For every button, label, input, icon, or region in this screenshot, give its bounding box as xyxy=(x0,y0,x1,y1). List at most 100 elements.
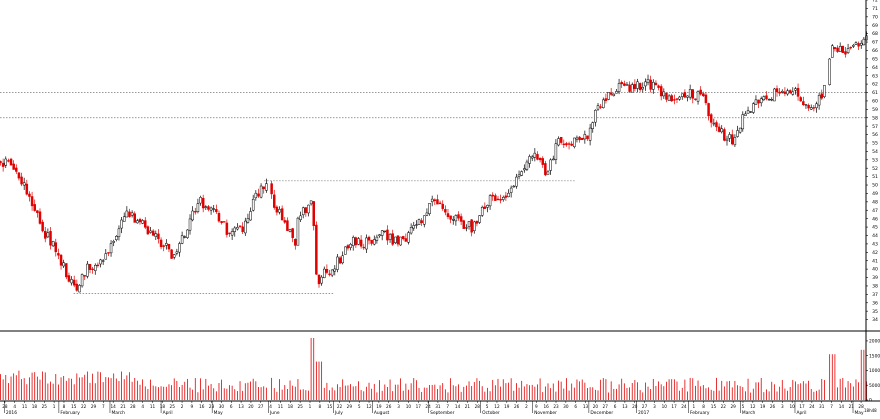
candle-body-down xyxy=(673,99,676,101)
price-tick-label: 66 xyxy=(872,48,878,54)
candle-body-up xyxy=(180,235,184,244)
candle-body-up xyxy=(130,212,134,216)
candle-body-down xyxy=(0,161,2,164)
candle-body-down xyxy=(757,99,760,104)
candle-body-up xyxy=(602,99,605,108)
candle-body-up xyxy=(172,254,176,258)
candle-body-up xyxy=(646,78,650,83)
candle-body-down xyxy=(280,208,284,221)
candle-body-up xyxy=(754,99,758,105)
day-tick-label: 24 xyxy=(425,404,431,409)
candle-body-up xyxy=(546,171,550,175)
day-tick-label: 11 xyxy=(150,404,156,409)
candle-body-down xyxy=(494,195,497,201)
candle-body-down xyxy=(49,231,52,246)
candle-body-up xyxy=(409,227,413,234)
candle-body-up xyxy=(188,218,192,231)
candle-body-up xyxy=(854,42,858,45)
candle-body-up xyxy=(428,203,431,215)
candle-body-down xyxy=(709,114,713,123)
candle-body-down xyxy=(167,243,171,250)
candle-body-up xyxy=(196,203,200,212)
day-tick-label: 5 xyxy=(358,404,361,409)
candle-body-down xyxy=(65,263,68,278)
candle-body-up xyxy=(738,127,742,133)
candle-body-up xyxy=(615,91,618,94)
candle-body-up xyxy=(641,87,645,90)
candle-body-down xyxy=(75,283,79,291)
day-tick-label: 6 xyxy=(614,404,617,409)
day-tick-label: 4 xyxy=(141,404,144,409)
day-tick-label: 2 xyxy=(525,404,528,409)
day-tick-label: 1 xyxy=(309,404,312,409)
candle-body-up xyxy=(288,229,292,232)
candle-body-down xyxy=(43,230,47,239)
candle-body-down xyxy=(807,105,810,109)
candle-body-down xyxy=(446,213,450,218)
candle-body-up xyxy=(136,220,139,224)
day-tick-label: 30 xyxy=(219,404,225,409)
candle-body-up xyxy=(557,138,560,146)
candle-body-up xyxy=(667,95,671,101)
candle-body-up xyxy=(662,91,666,97)
price-tick-label: 46 xyxy=(872,216,878,222)
candle-body-down xyxy=(96,264,100,267)
candle-body-down xyxy=(496,198,500,201)
candle-body-down xyxy=(544,163,547,176)
day-tick-label: 11 xyxy=(22,404,28,409)
candle-body-up xyxy=(246,218,250,223)
candle-body-up xyxy=(265,183,268,191)
price-tick-label: 72 xyxy=(872,0,878,4)
candle-body-down xyxy=(354,237,358,246)
candle-body-down xyxy=(25,183,29,195)
candle-body-down xyxy=(783,91,787,94)
candle-body-down xyxy=(683,92,687,98)
price-tick-label: 43 xyxy=(872,241,878,247)
day-tick-label: 7 xyxy=(102,404,105,409)
candle-body-down xyxy=(67,275,71,282)
price-tick-label: 55 xyxy=(872,141,878,147)
candle-body-down xyxy=(72,279,76,286)
candle-body-up xyxy=(373,239,376,245)
candle-body-down xyxy=(359,239,363,247)
candle-body-down xyxy=(144,220,147,228)
candle-body-up xyxy=(736,130,739,137)
day-tick-label: 21 xyxy=(849,404,855,409)
candle-body-down xyxy=(370,239,373,244)
candle-body-down xyxy=(88,263,92,270)
month-label: July xyxy=(334,410,343,415)
candle-body-down xyxy=(820,93,824,99)
day-tick-label: 18 xyxy=(32,404,38,409)
candle-body-up xyxy=(236,227,239,230)
month-label: March xyxy=(111,410,125,415)
candle-body-down xyxy=(12,163,15,170)
day-tick-label: 26 xyxy=(386,404,392,409)
day-tick-label: 14 xyxy=(455,404,461,409)
candle-body-up xyxy=(794,88,797,91)
day-tick-label: 25 xyxy=(297,404,303,409)
candle-body-up xyxy=(686,95,689,98)
candle-body-up xyxy=(388,233,392,240)
candle-body-up xyxy=(507,192,510,198)
price-tick-label: 54 xyxy=(872,149,878,155)
day-tick-label: 19 xyxy=(760,404,766,409)
day-tick-label: 31 xyxy=(819,404,825,409)
candle-body-down xyxy=(151,230,155,236)
price-tick-label: 69 xyxy=(872,23,878,29)
candle-body-down xyxy=(778,91,781,94)
candles xyxy=(0,31,868,293)
candle-body-up xyxy=(859,43,863,46)
candle-body-down xyxy=(691,89,695,99)
month-label: December xyxy=(590,410,613,415)
candle-body-up xyxy=(351,237,355,246)
candle-body-up xyxy=(573,137,576,147)
candle-body-up xyxy=(862,38,866,46)
day-tick-label: 16 xyxy=(543,404,549,409)
candle-body-down xyxy=(436,199,439,205)
candle-body-up xyxy=(817,95,821,106)
candle-body-down xyxy=(257,193,260,197)
candle-body-down xyxy=(162,245,165,247)
price-tick-label: 62 xyxy=(872,82,878,88)
candle-body-up xyxy=(278,209,281,213)
candle-body-down xyxy=(628,84,631,92)
